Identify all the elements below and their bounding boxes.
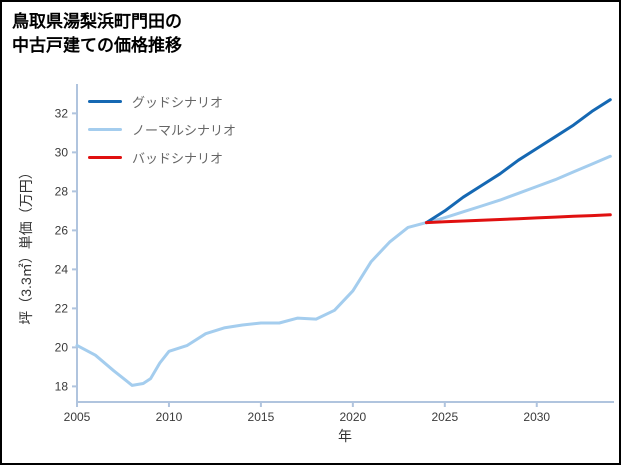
y-tick-label: 26	[55, 223, 69, 237]
y-tick-label: 32	[55, 106, 69, 120]
legend-label: バッドシナリオ	[132, 151, 224, 166]
y-tick-label: 24	[55, 262, 69, 276]
y-tick-label: 28	[55, 184, 69, 198]
legend-swatch	[88, 156, 122, 159]
y-tick-label: 20	[55, 340, 69, 354]
y-tick-label: 22	[55, 301, 69, 315]
legend-swatch	[88, 100, 122, 103]
y-tick-label: 18	[55, 379, 69, 393]
x-tick-label: 2025	[431, 410, 458, 424]
legend: グッドシナリオ ノーマルシナリオ バッドシナリオ	[88, 92, 236, 176]
chart-title-line2: 中古戸建ての価格推移	[12, 35, 182, 55]
good-scenario-line	[424, 98, 612, 225]
legend-item-normal-scenario: ノーマルシナリオ	[88, 120, 236, 139]
chart-title-line1: 鳥取県湯梨浜町門田の	[12, 12, 182, 31]
y-axis-label: 坪（3.3㎡）単価（万円）	[18, 165, 34, 325]
legend-swatch	[88, 128, 122, 131]
legend-label: グッドシナリオ	[132, 95, 224, 110]
x-tick-label: 2030	[523, 410, 550, 424]
x-tick-label: 2010	[156, 410, 183, 424]
x-axis-label: 年	[338, 428, 352, 444]
legend-label: ノーマルシナリオ	[132, 123, 237, 138]
legend-item-good-scenario: グッドシナリオ	[88, 92, 236, 111]
bad-scenario-line	[424, 213, 612, 225]
chart-title: 鳥取県湯梨浜町門田の 中古戸建ての価格推移	[12, 10, 182, 58]
normal-scenario-line	[75, 154, 612, 387]
y-tick-label: 30	[55, 145, 69, 159]
x-tick-label: 2015	[248, 410, 275, 424]
legend-item-bad-scenario: バッドシナリオ	[88, 148, 236, 167]
x-tick-label: 2005	[64, 410, 91, 424]
x-tick-label: 2020	[340, 410, 367, 424]
